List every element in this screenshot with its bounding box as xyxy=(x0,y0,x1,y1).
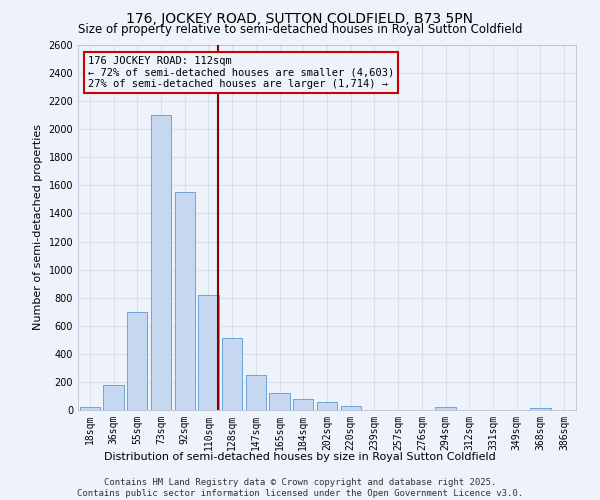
Bar xyxy=(222,338,242,410)
Text: Distribution of semi-detached houses by size in Royal Sutton Coldfield: Distribution of semi-detached houses by … xyxy=(104,452,496,462)
Text: 176, JOCKEY ROAD, SUTTON COLDFIELD, B73 5PN: 176, JOCKEY ROAD, SUTTON COLDFIELD, B73 … xyxy=(127,12,473,26)
Text: Size of property relative to semi-detached houses in Royal Sutton Coldfield: Size of property relative to semi-detach… xyxy=(78,22,522,36)
Bar xyxy=(103,384,124,410)
Bar xyxy=(127,312,148,410)
Bar xyxy=(293,400,313,410)
Bar xyxy=(175,192,195,410)
Text: 176 JOCKEY ROAD: 112sqm
← 72% of semi-detached houses are smaller (4,603)
27% of: 176 JOCKEY ROAD: 112sqm ← 72% of semi-de… xyxy=(88,56,394,89)
Bar xyxy=(341,406,361,410)
Bar xyxy=(317,402,337,410)
Bar xyxy=(80,407,100,410)
Bar xyxy=(246,375,266,410)
Bar xyxy=(151,115,171,410)
Bar xyxy=(199,295,218,410)
Bar xyxy=(269,393,290,410)
Bar xyxy=(530,408,551,410)
Y-axis label: Number of semi-detached properties: Number of semi-detached properties xyxy=(33,124,43,330)
Bar xyxy=(436,407,455,410)
Text: Contains HM Land Registry data © Crown copyright and database right 2025.
Contai: Contains HM Land Registry data © Crown c… xyxy=(77,478,523,498)
